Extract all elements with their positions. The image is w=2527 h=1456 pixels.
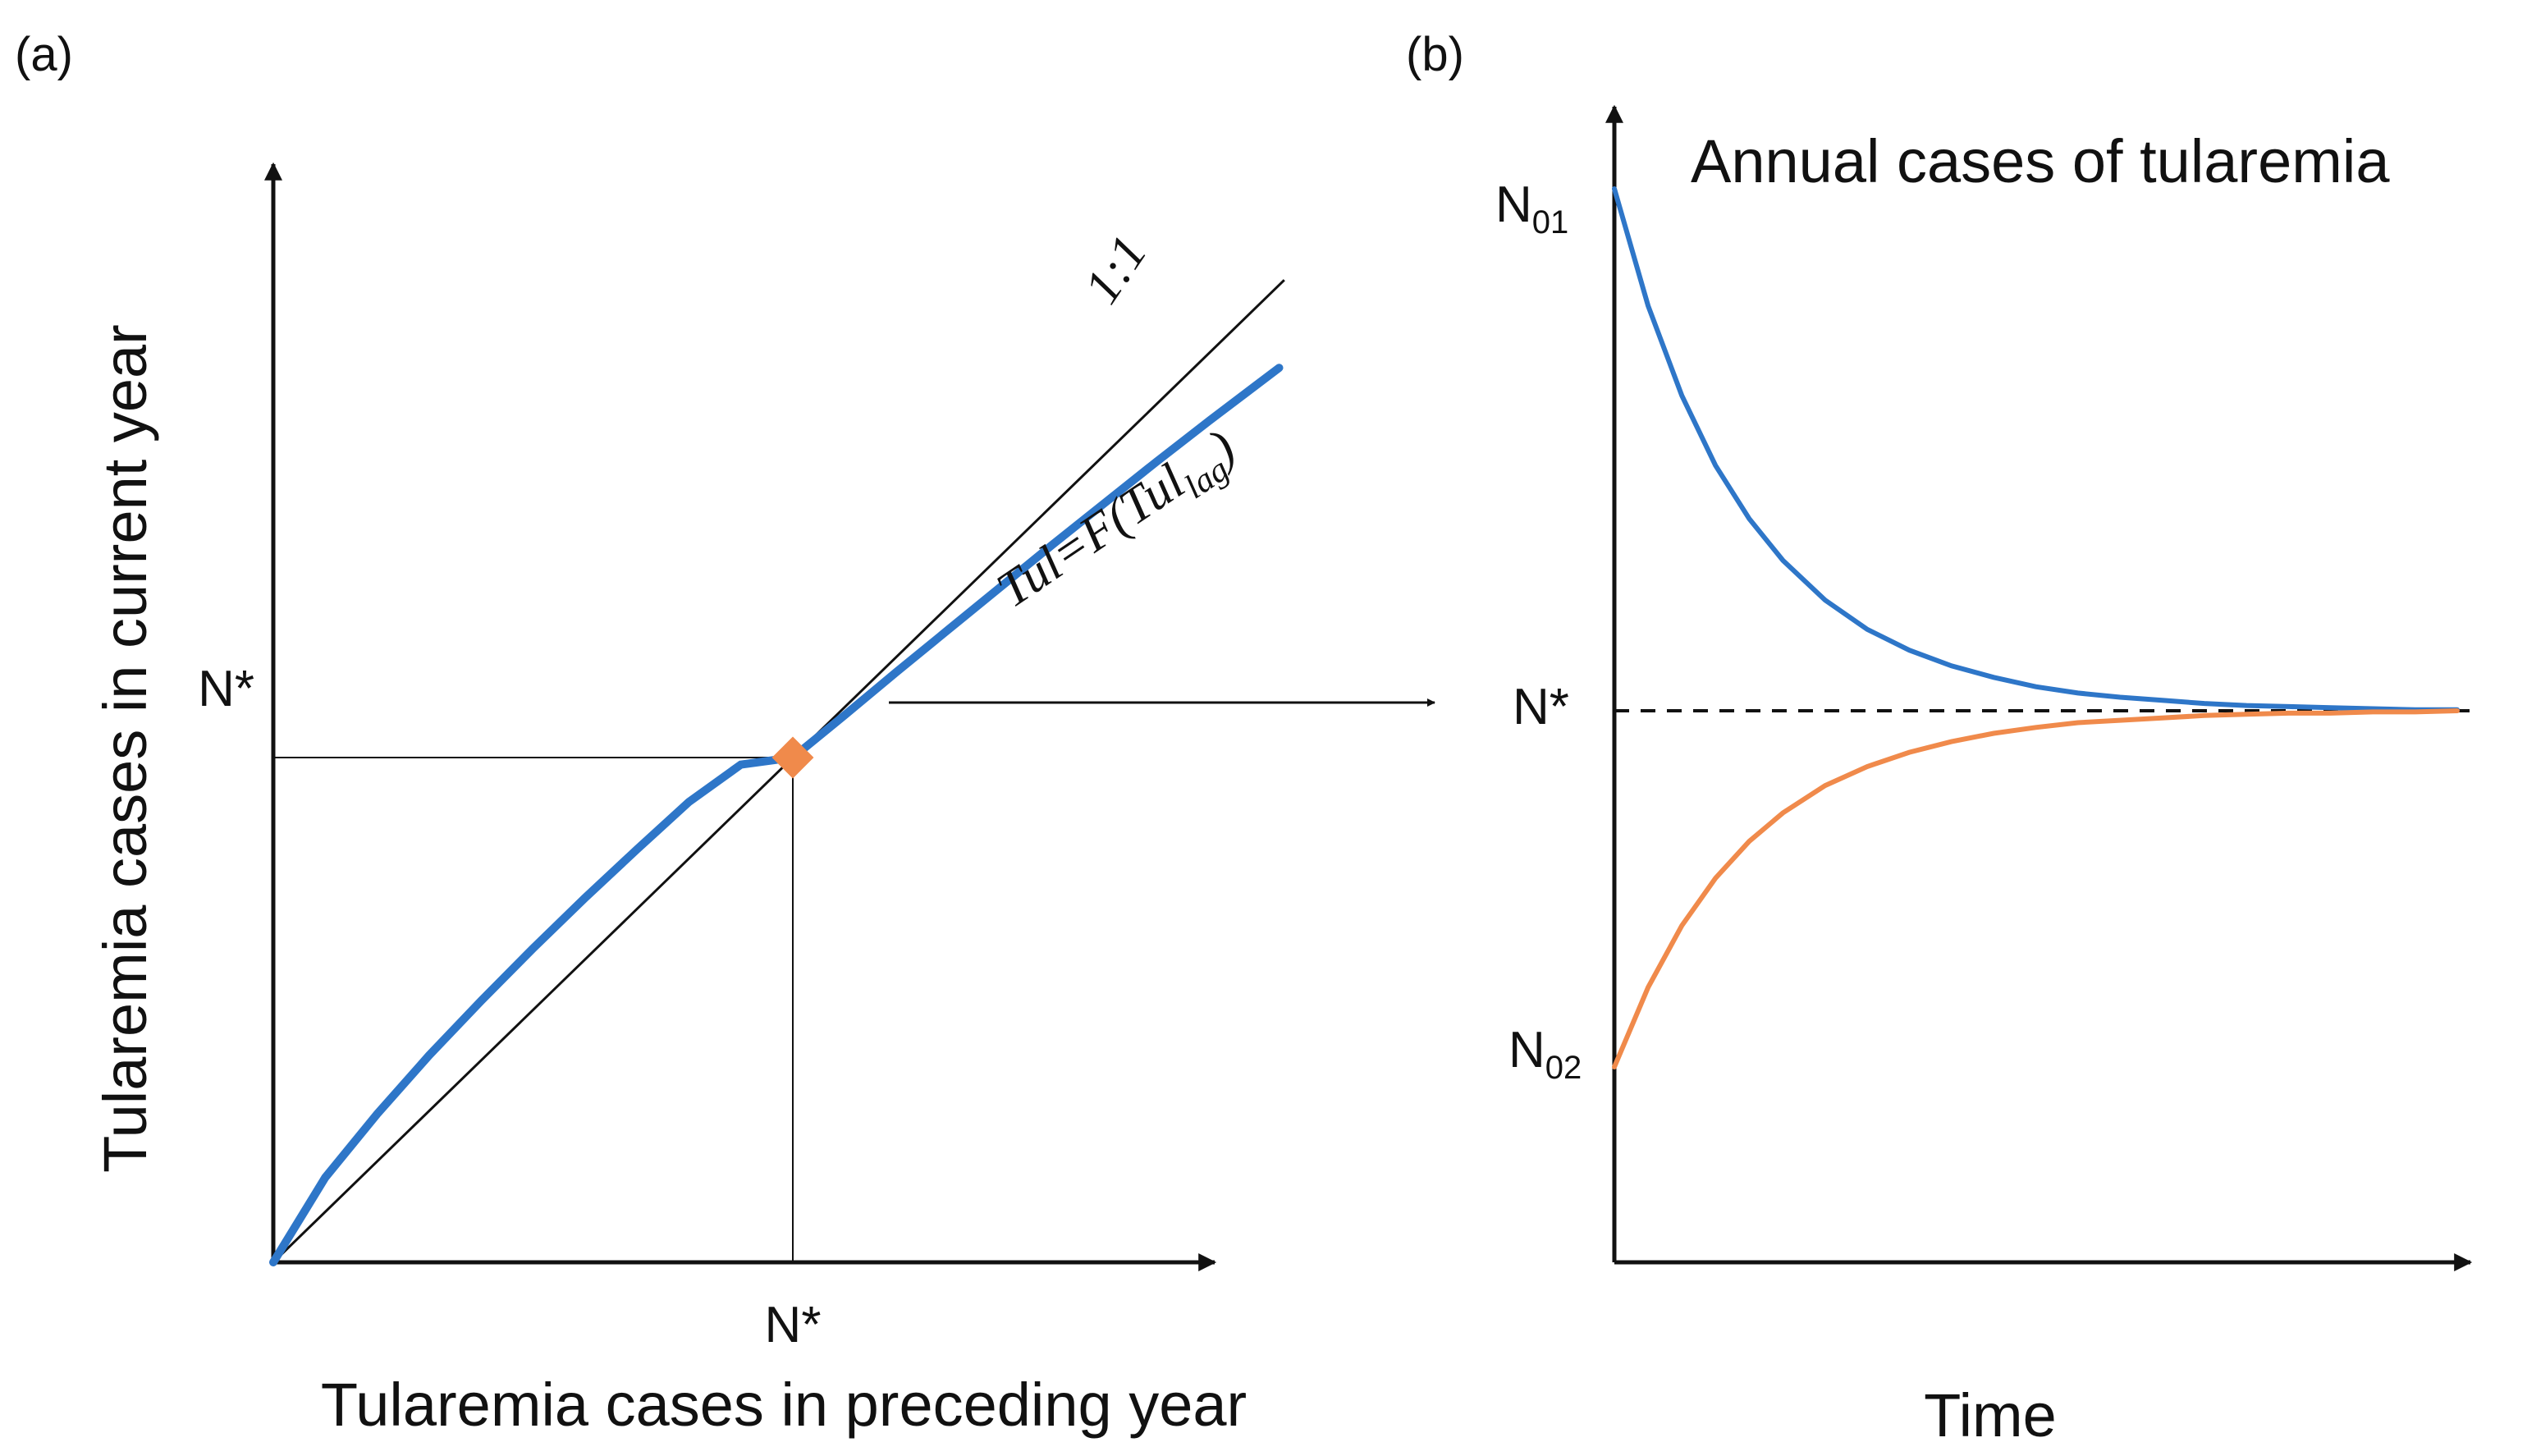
series-tul-curve — [269, 364, 1284, 1266]
n02-subscript: 02 — [1545, 1050, 1582, 1086]
y-axis-title-a: Tularemia cases in current year — [91, 324, 159, 1173]
n01-base: N — [1495, 176, 1532, 233]
series-1to1-line — [272, 279, 1285, 1264]
equilibrium-point-marker — [771, 736, 814, 779]
label-tul-function: Tul=F(Tullag) — [987, 419, 1250, 625]
x-axis-title-b: Time — [1924, 1381, 2057, 1449]
chart-title-b: Annual cases of tularemia — [1691, 127, 2390, 195]
n01-subscript: 01 — [1532, 204, 1569, 240]
x-axis-title-a: Tularemia cases in preceding year — [321, 1371, 1247, 1439]
x-equilibrium-label: N* — [765, 1297, 822, 1353]
series-from-n02 — [1612, 708, 2460, 1069]
y-equilibrium-label: N* — [198, 661, 254, 717]
series-from-n01 — [1612, 186, 2460, 712]
panel-b: (b) Annual cases of tularemia N01 N* N02… — [1406, 28, 2473, 1449]
n02-base: N — [1508, 1022, 1545, 1078]
panel-a-label: (a) — [15, 28, 73, 81]
n01-label: N01 — [1495, 176, 1568, 240]
panel-a: (a) 1:1 Tul=F(Tullag) N* N* Tularemia ca… — [15, 28, 1285, 1439]
panel-b-label: (b) — [1406, 28, 1464, 81]
label-tul-main: Tul=F(Tul — [987, 453, 1195, 618]
nstar-label: N* — [1513, 679, 1569, 735]
n02-label: N02 — [1508, 1022, 1582, 1086]
label-1to1: 1:1 — [1074, 226, 1158, 314]
